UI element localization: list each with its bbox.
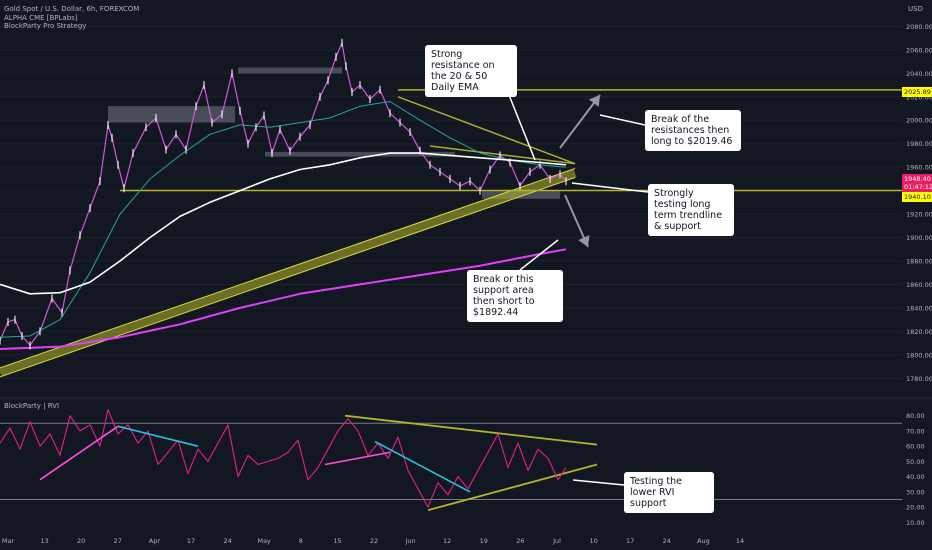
time-tick-label: Apr bbox=[149, 537, 161, 545]
indicator-alpha-cme[interactable]: ALPHA CME [BPLabs] bbox=[4, 14, 78, 22]
time-tick-label: May bbox=[257, 537, 271, 545]
time-tick-label: 10 bbox=[589, 537, 597, 545]
rvi-tick-label: 20.00 bbox=[906, 504, 925, 512]
projection-arrow-up[interactable] bbox=[559, 94, 601, 149]
price-tick-label: 2080.00 bbox=[906, 23, 932, 31]
callout-pointer-break-down bbox=[519, 239, 559, 271]
series-ema-teal[interactable] bbox=[0, 101, 567, 338]
price-tag-current: 1948.40 bbox=[902, 174, 932, 184]
price-tick-label: 1780.00 bbox=[906, 375, 932, 383]
indicator-blockparty[interactable]: BlockParty Pro Strategy bbox=[4, 22, 87, 30]
price-tick-label: 2060.00 bbox=[906, 46, 932, 54]
price-tick-label: 1880.00 bbox=[906, 257, 932, 265]
currency-label: USD bbox=[908, 5, 923, 13]
time-tick-label: Aug bbox=[697, 537, 710, 545]
callout-pointer-break-up bbox=[599, 114, 646, 126]
time-tick-label: 19 bbox=[480, 537, 488, 545]
time-axis: Mar 13 20 27 Apr 17 24 May 8 15 22 Jun 12 19 26 Jul 10 17… bbox=[2, 537, 744, 545]
time-tick-label: 27 bbox=[114, 537, 122, 545]
rvi-tick-label: 80.00 bbox=[906, 412, 925, 420]
callout-pointer-rvi bbox=[572, 479, 625, 486]
series-rvi[interactable] bbox=[0, 409, 567, 508]
price-tick-label: 1840.00 bbox=[906, 304, 932, 312]
time-tick-label: 12 bbox=[443, 537, 451, 545]
annotation-rvi-support: Testing the lower RVI support bbox=[624, 472, 714, 513]
time-tick-label: 17 bbox=[187, 537, 195, 545]
rvi-tick-label: 70.00 bbox=[906, 427, 925, 435]
support-band-edge bbox=[0, 177, 576, 378]
annotation-testing-support: Strongly testing long term trendline & s… bbox=[648, 184, 734, 236]
callout-pointer-testing bbox=[571, 182, 649, 193]
time-tick-label: 24 bbox=[223, 537, 231, 545]
time-tick-label: Jul bbox=[552, 537, 561, 545]
time-tick-label: 17 bbox=[626, 537, 634, 545]
series-rvi-cyan-down[interactable] bbox=[374, 440, 471, 493]
price-tick-label: 1900.00 bbox=[906, 234, 932, 242]
price-zone bbox=[108, 106, 235, 123]
rvi-tick-label: 40.00 bbox=[906, 473, 925, 481]
price-zone bbox=[265, 151, 455, 157]
symbol-title: Gold Spot / U.S. Dollar, 6h, FOREXCOM bbox=[4, 5, 140, 13]
callout-pointer-resistance bbox=[504, 84, 536, 161]
time-tick-label: 15 bbox=[333, 537, 341, 545]
projection-arrow-up-head bbox=[588, 95, 600, 107]
annotation-break-up: Break of the resistances then long to $2… bbox=[645, 110, 741, 151]
price-axis: 2080.00 2060.00 2040.00 2020.00 2000.00 1980.… bbox=[906, 23, 932, 527]
price-tag-2025: 2025.89 bbox=[902, 87, 932, 97]
time-tick-label: Mar bbox=[2, 537, 15, 545]
series-price[interactable] bbox=[0, 42, 567, 346]
series-rvi-cyan-down[interactable] bbox=[117, 425, 199, 447]
trendline-resistance-short[interactable] bbox=[429, 145, 576, 165]
price-tick-label: 1980.00 bbox=[906, 140, 932, 148]
rvi-tick-label: 30.00 bbox=[906, 488, 925, 496]
time-tick-label: 24 bbox=[663, 537, 671, 545]
price-tick-label: 1920.00 bbox=[906, 211, 932, 219]
trendline-resistance[interactable] bbox=[397, 96, 576, 165]
price-tag-countdown: 01:47:12 bbox=[902, 182, 932, 192]
price-tick-label: 2020.00 bbox=[906, 93, 932, 101]
time-tick-label: 13 bbox=[40, 537, 48, 545]
trendline-support-band[interactable] bbox=[0, 168, 577, 377]
series-ema-white[interactable] bbox=[0, 152, 567, 295]
rvi-trendline-lower[interactable] bbox=[427, 463, 598, 512]
price-tag-1940: 1940.10 bbox=[902, 192, 932, 202]
price-zone bbox=[238, 67, 342, 74]
time-tick-label: 26 bbox=[516, 537, 524, 545]
price-tick-label: 1960.00 bbox=[906, 164, 932, 172]
price-tick-label: 2000.00 bbox=[906, 117, 932, 125]
price-panel[interactable] bbox=[0, 25, 902, 486]
time-tick-label: 14 bbox=[736, 537, 744, 545]
time-tick-label: 8 bbox=[299, 537, 303, 545]
rvi-trendline-upper[interactable] bbox=[344, 414, 598, 446]
time-tick-label: Jun bbox=[405, 537, 416, 545]
price-tick-label: 2040.00 bbox=[906, 70, 932, 78]
rvi-tick-label: 10.00 bbox=[906, 519, 925, 527]
rvi-panel[interactable] bbox=[0, 409, 902, 512]
rvi-tick-label: 60.00 bbox=[906, 443, 925, 451]
price-tick-label: 1820.00 bbox=[906, 328, 932, 336]
price-tick-label: 1800.00 bbox=[906, 351, 932, 359]
rvi-tick-label: 50.00 bbox=[906, 458, 925, 466]
series-rvi-pink-up[interactable] bbox=[324, 451, 391, 466]
price-tick-label: 1860.00 bbox=[906, 281, 932, 289]
time-tick-label: 20 bbox=[77, 537, 85, 545]
support-band-edge bbox=[0, 168, 576, 369]
annotation-resistance: Strong resistance on the 20 & 50 Daily E… bbox=[425, 45, 517, 97]
rvi-panel-label[interactable]: BlockParty | RVI bbox=[4, 402, 60, 410]
time-tick-label: 22 bbox=[370, 537, 378, 545]
projection-arrow-down-head bbox=[578, 235, 590, 247]
series-rvi-pink-up[interactable] bbox=[39, 425, 119, 481]
annotation-break-down: Break or this support area then short to… bbox=[467, 270, 563, 322]
series-ema-magenta[interactable] bbox=[0, 248, 567, 350]
